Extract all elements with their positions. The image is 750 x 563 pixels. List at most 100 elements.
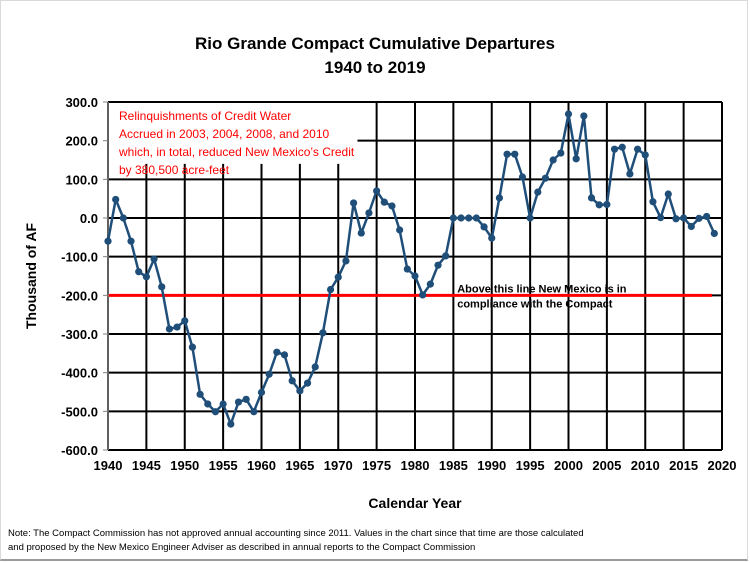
data-point [641, 151, 649, 159]
y-tick-label: -400.0 [61, 366, 98, 381]
data-point [188, 343, 197, 351]
data-point [426, 280, 434, 288]
data-point [572, 155, 580, 163]
data-point [219, 400, 227, 408]
x-tick-label: 1955 [209, 458, 238, 473]
data-point [472, 214, 480, 222]
data-point [534, 188, 542, 196]
data-point [442, 252, 450, 260]
x-tick-label: 1985 [439, 458, 468, 473]
data-point [273, 348, 281, 356]
y-tick-label: 100.0 [65, 172, 98, 187]
y-tick-label: -100.0 [61, 250, 98, 265]
data-point [610, 145, 619, 153]
data-point [373, 187, 381, 195]
data-point [603, 200, 611, 209]
data-point [633, 145, 642, 153]
data-point [196, 390, 204, 398]
data-point [204, 400, 212, 408]
footnote-line-2: and proposed by the New Mexico Engineer … [8, 542, 476, 553]
data-point [549, 156, 557, 164]
x-tick-label: 1950 [170, 458, 199, 473]
data-point [511, 150, 519, 158]
data-point [334, 273, 342, 281]
annotation-background [109, 103, 358, 164]
data-point [158, 283, 166, 291]
y-tick-label: 0.0 [80, 211, 98, 226]
data-point [326, 285, 335, 294]
data-point [142, 273, 150, 281]
data-point [649, 198, 657, 206]
x-tick-label: 2020 [708, 458, 737, 473]
footnote-line-1: Note: The Compact Commission has not app… [8, 528, 584, 539]
y-tick-label: -200.0 [61, 288, 98, 303]
x-tick-label: 2005 [592, 458, 621, 473]
x-tick-label: 1970 [324, 458, 353, 473]
annotation-text-line: Accrued in 2003, 2004, 2008, and 2010 [119, 127, 329, 141]
data-point [449, 214, 457, 222]
data-point [710, 229, 718, 238]
data-point [626, 170, 634, 178]
data-point [173, 323, 181, 331]
y-tick-label: 200.0 [65, 134, 98, 149]
data-point [104, 237, 112, 245]
data-point [257, 388, 266, 396]
data-point [434, 261, 442, 269]
data-point [680, 214, 688, 222]
data-point [280, 351, 289, 359]
data-point [165, 325, 173, 333]
data-point [664, 190, 672, 198]
x-tick-label: 1940 [94, 458, 123, 473]
data-point [672, 215, 680, 223]
y-tick-label: -600.0 [61, 443, 98, 458]
data-series [104, 110, 718, 428]
axes [103, 101, 109, 451]
reference-line-group: Above this line New Mexico is in complian… [108, 283, 712, 310]
data-point [135, 268, 143, 276]
chart-title: Rio Grande Compact Cumulative Departures [195, 34, 555, 53]
axis-labels: 300.0 200.0 100.0 0.0 -100.0 -200.0 -300.0 -400… [23, 95, 736, 511]
data-point [587, 194, 596, 202]
data-point [687, 222, 695, 231]
data-point [242, 395, 250, 403]
annotation-text-line: Relinquishments of Credit Water [119, 109, 291, 123]
data-point [296, 387, 304, 395]
data-point [311, 363, 319, 371]
x-tick-label: 2010 [631, 458, 660, 473]
data-point [564, 110, 573, 118]
x-tick-label: 2015 [669, 458, 698, 473]
data-point [288, 377, 296, 385]
annotation-box: Relinquishments of Credit Water Accrued i… [109, 103, 358, 177]
data-point [695, 214, 703, 222]
annotation-text-line: which, in total, reduced New Mexico’s Cr… [118, 145, 355, 159]
data-point [127, 237, 135, 245]
data-point [503, 150, 511, 158]
data-point [488, 234, 496, 242]
y-tick-label: -300.0 [61, 327, 98, 342]
data-point [119, 214, 127, 222]
data-point [480, 223, 488, 231]
x-tick-label: 1945 [132, 458, 161, 473]
data-point [250, 408, 258, 416]
x-tick-label: 1975 [362, 458, 391, 473]
data-point [411, 272, 419, 280]
data-point [541, 174, 550, 182]
y-tick-label: -500.0 [61, 404, 98, 419]
reference-label-line-1: Above this line New Mexico is in [457, 283, 627, 295]
x-axis-title: Calendar Year [368, 495, 462, 511]
reference-label-line-2: compliance with the Compact [457, 298, 613, 310]
y-tick-label: 300.0 [65, 95, 98, 110]
data-point [265, 370, 273, 378]
data-point [388, 202, 396, 210]
y-axis-title: Thousand of AF [23, 223, 39, 329]
data-point [350, 199, 358, 207]
data-point [403, 265, 411, 273]
data-point [657, 214, 665, 222]
data-point [457, 214, 465, 222]
data-point [365, 209, 373, 217]
x-tick-label: 2000 [554, 458, 583, 473]
x-tick-label: 1960 [247, 458, 276, 473]
data-point [319, 329, 327, 337]
